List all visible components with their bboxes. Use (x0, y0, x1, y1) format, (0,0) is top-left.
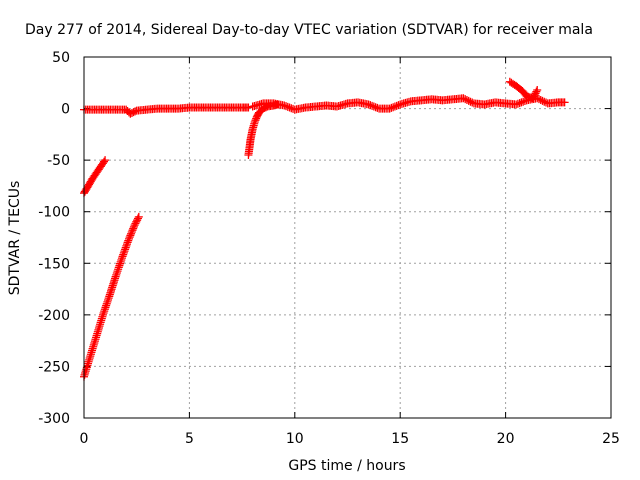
data-point (129, 222, 138, 231)
x-tick-label: 20 (497, 431, 515, 447)
data-point (534, 95, 543, 104)
y-tick-label: -150 (38, 256, 70, 272)
data-point (128, 226, 137, 235)
data-point (371, 103, 380, 112)
data-point (251, 116, 260, 125)
x-tick-label: 5 (185, 431, 194, 447)
data-point (389, 103, 398, 112)
data-point (133, 214, 142, 223)
x-tick-label: 25 (602, 431, 620, 447)
data-point (540, 97, 549, 106)
plot-frame (83, 56, 612, 419)
data-point (532, 87, 541, 96)
data-point (134, 212, 143, 221)
data-point (373, 103, 382, 112)
data-point (462, 95, 471, 104)
data-point (100, 157, 109, 166)
data-point (280, 101, 289, 110)
data-point (533, 86, 542, 95)
x-axis-label: GPS time / hours (288, 458, 405, 474)
data-point (285, 103, 294, 112)
grid-lines (84, 57, 611, 418)
y-axis-label: SDTVAR / TECUs (7, 181, 23, 296)
y-tick-label: -50 (47, 153, 70, 169)
data-point (390, 102, 399, 111)
data-point (125, 233, 134, 242)
y-tick-label: 50 (52, 50, 70, 66)
data-point (126, 231, 135, 240)
data-point (387, 103, 396, 112)
data-point (394, 101, 403, 110)
y-tick-label: -250 (38, 359, 70, 375)
data-point (127, 227, 136, 236)
y-tick-label: -300 (38, 411, 70, 427)
data-points (80, 77, 569, 381)
data-point (515, 99, 524, 108)
data-point (517, 98, 526, 107)
data-point (131, 107, 140, 116)
data-point (366, 101, 375, 110)
data-point (536, 95, 545, 104)
y-tick-label: -100 (38, 205, 70, 221)
data-point (368, 101, 377, 110)
data-point (392, 101, 401, 110)
x-tick-label: 10 (286, 431, 304, 447)
data-point (538, 96, 547, 105)
data-point (513, 99, 522, 108)
data-point (287, 104, 296, 113)
data-point (369, 102, 378, 111)
x-tick-label: 0 (80, 431, 89, 447)
data-point (464, 96, 473, 105)
data-point (519, 97, 528, 106)
data-point (560, 98, 569, 107)
data-point (466, 97, 475, 106)
data-point (364, 100, 373, 109)
x-tick-label: 15 (391, 431, 409, 447)
data-point (468, 98, 477, 107)
data-point (124, 234, 133, 243)
data-point (127, 229, 136, 238)
data-point (461, 95, 470, 104)
y-tick-label: 0 (61, 102, 70, 118)
data-point (244, 103, 253, 112)
data-point (385, 104, 394, 113)
data-point (512, 100, 521, 109)
chart-title: Day 277 of 2014, Sidereal Day-to-day VTE… (25, 22, 593, 38)
data-point (250, 117, 259, 126)
data-point (459, 94, 468, 103)
data-point (283, 102, 292, 111)
data-point (520, 97, 529, 106)
axis-ticks: 0 5 10 15 20 25 -300 -250 -200 -150 -100 -50 0 50 (38, 50, 620, 447)
data-point (129, 224, 138, 233)
y-tick-label: -200 (38, 308, 70, 324)
data-point (124, 236, 133, 245)
data-point (282, 102, 291, 111)
data-point (101, 156, 110, 165)
